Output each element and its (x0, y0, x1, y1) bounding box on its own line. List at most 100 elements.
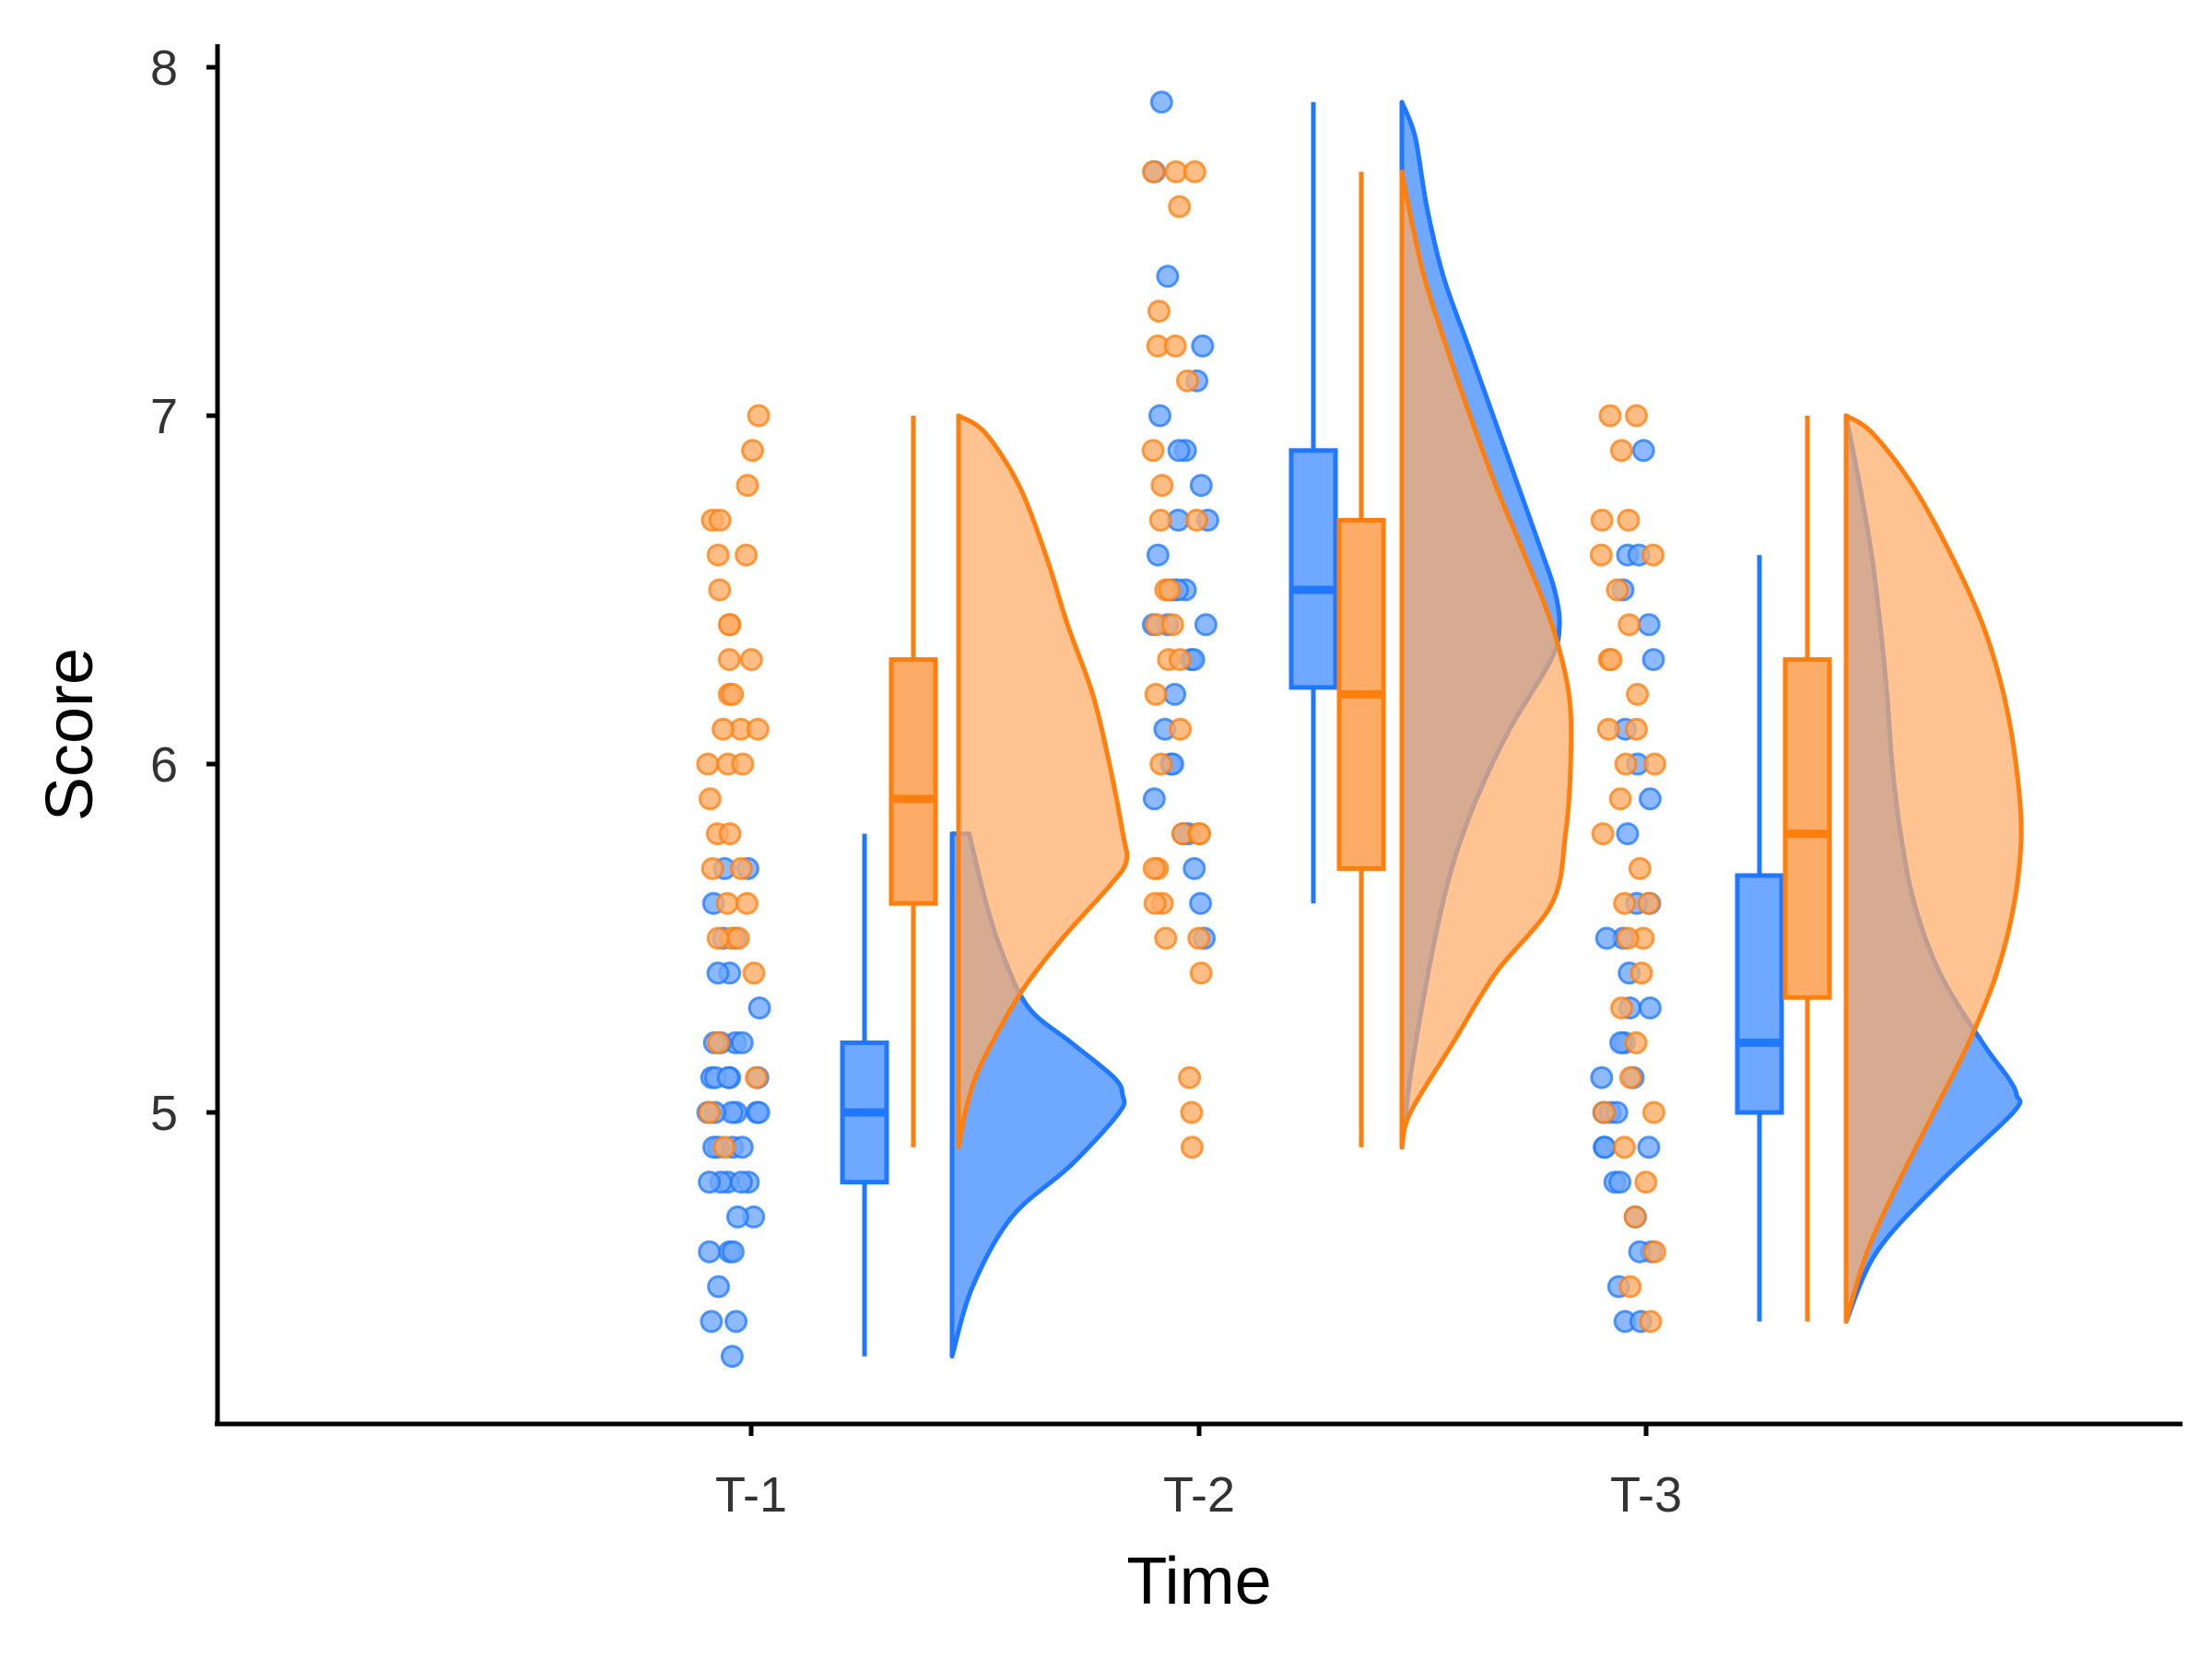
data-point (1163, 682, 1187, 706)
data-point (739, 648, 763, 672)
data-point (1169, 717, 1193, 741)
data-point (696, 752, 720, 776)
data-point (1599, 648, 1623, 672)
data-point (1168, 194, 1192, 218)
data-point (1150, 474, 1174, 498)
data-point (1168, 648, 1192, 672)
box-iqr (888, 657, 938, 906)
density-cloud (1843, 413, 2024, 1324)
data-point (1617, 508, 1641, 532)
data-point (1638, 996, 1662, 1020)
data-point (1623, 1205, 1647, 1229)
data-point (1641, 543, 1665, 567)
data-point (1180, 1135, 1204, 1159)
density-cloud (956, 413, 1130, 1150)
data-point (742, 961, 766, 985)
data-point (1625, 404, 1648, 428)
data-point (1638, 787, 1662, 811)
data-point (1188, 822, 1212, 846)
data-point (1142, 159, 1165, 183)
data-point (1156, 265, 1180, 288)
axes: 5 6 7 8 T-1 T-2 T-3 (150, 41, 2183, 1523)
data-point (1637, 613, 1661, 637)
data-point (1593, 1135, 1617, 1159)
data-point (1609, 439, 1633, 463)
data-point (706, 961, 730, 985)
data-point (698, 1171, 722, 1194)
data-point (1637, 891, 1661, 915)
data-point (698, 1100, 722, 1124)
data-point (735, 891, 759, 915)
data-point (1148, 508, 1172, 532)
data-point (1182, 159, 1206, 183)
data-point (707, 1275, 731, 1299)
data-point (1189, 474, 1213, 498)
box-iqr (1783, 657, 1832, 1000)
data-point (700, 856, 724, 880)
box-iqr (1288, 448, 1338, 690)
data-point (731, 752, 755, 776)
data-point (1590, 508, 1614, 532)
data-point (1167, 439, 1191, 463)
data-point (1180, 1100, 1204, 1124)
data-point (1184, 508, 1208, 532)
data-point (708, 578, 732, 602)
data-point (1642, 1240, 1666, 1264)
data-point (735, 543, 759, 567)
data-point (708, 508, 732, 532)
data-point (1596, 717, 1620, 741)
data-point (1147, 300, 1171, 324)
data-point (1631, 439, 1655, 463)
data-point (1142, 856, 1166, 880)
data-point (1613, 891, 1637, 915)
data-point (730, 1030, 754, 1054)
data-point (1189, 961, 1213, 985)
boxplot-layer (840, 101, 1832, 1357)
data-point (1624, 1030, 1648, 1054)
data-point (1164, 159, 1188, 183)
data-point (1178, 1065, 1202, 1089)
data-point (745, 1065, 769, 1089)
data-point (1143, 891, 1167, 915)
data-point (1618, 1065, 1642, 1089)
data-point (1616, 926, 1640, 950)
data-point (1641, 648, 1665, 672)
data-point (1594, 926, 1618, 950)
points-layer (696, 90, 1666, 1369)
data-point (1187, 926, 1211, 950)
x-tick-label: T-3 (1610, 1467, 1682, 1523)
data-point (1154, 926, 1178, 950)
data-point (716, 1065, 740, 1089)
data-point (1608, 1171, 1632, 1194)
data-point (700, 1310, 724, 1334)
data-point (1598, 404, 1622, 428)
data-point (706, 926, 730, 950)
data-point (1591, 822, 1615, 846)
data-point (1149, 90, 1173, 114)
data-point (1610, 996, 1633, 1020)
data-point (1189, 891, 1213, 915)
data-point (1142, 787, 1166, 811)
data-point (1639, 1310, 1663, 1334)
data-point (712, 1135, 736, 1159)
y-ticks: 5 6 7 8 (150, 41, 218, 1141)
data-point (729, 856, 753, 880)
data-point (735, 474, 759, 498)
data-point (1194, 613, 1218, 637)
data-point (741, 439, 764, 463)
data-point (1608, 787, 1632, 811)
data-point (1626, 682, 1650, 706)
data-point (706, 543, 730, 567)
data-point (1144, 682, 1168, 706)
data-point (729, 1171, 753, 1194)
data-point (1141, 439, 1165, 463)
y-axis-title: Score (33, 648, 107, 821)
x-tick-label: T-2 (1163, 1467, 1235, 1523)
y-tick-label: 5 (150, 1086, 178, 1141)
data-point (1148, 404, 1171, 428)
data-point (717, 613, 741, 637)
data-point (712, 717, 735, 741)
data-point (724, 1310, 748, 1334)
data-point (1614, 752, 1638, 776)
